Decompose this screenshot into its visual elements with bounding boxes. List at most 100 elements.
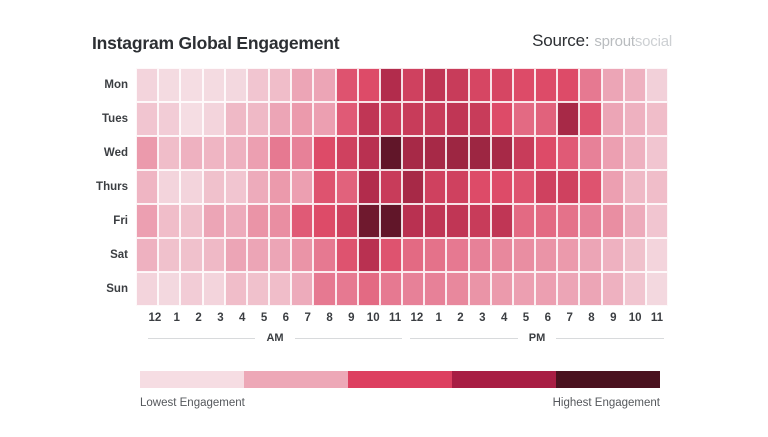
heatmap-cell[interactable] (379, 204, 403, 238)
heatmap-cell[interactable] (180, 170, 203, 204)
heatmap-cell[interactable] (180, 204, 203, 238)
heatmap-cell[interactable] (136, 68, 159, 102)
heatmap-cell[interactable] (202, 102, 225, 136)
heatmap-cell[interactable] (313, 204, 336, 238)
heatmap-cell[interactable] (357, 102, 380, 136)
heatmap-cell[interactable] (557, 136, 580, 170)
heatmap-cell[interactable] (313, 68, 336, 102)
heatmap-cell[interactable] (402, 204, 425, 238)
heatmap-cell[interactable] (535, 170, 558, 204)
heatmap-cell[interactable] (136, 204, 159, 238)
heatmap-cell[interactable] (379, 136, 403, 170)
heatmap-cell[interactable] (601, 68, 624, 102)
heatmap-cell[interactable] (202, 136, 225, 170)
heatmap-cell[interactable] (601, 204, 624, 238)
heatmap-cell[interactable] (446, 68, 469, 102)
heatmap-cell[interactable] (579, 170, 602, 204)
heatmap-cell[interactable] (579, 204, 602, 238)
heatmap-cell[interactable] (202, 272, 225, 306)
heatmap-cell[interactable] (557, 102, 580, 136)
heatmap-cell[interactable] (490, 102, 513, 136)
heatmap-cell[interactable] (490, 170, 513, 204)
heatmap-cell[interactable] (402, 170, 425, 204)
heatmap-cell[interactable] (224, 238, 247, 272)
heatmap-cell[interactable] (535, 204, 558, 238)
heatmap-cell[interactable] (335, 136, 358, 170)
heatmap-cell[interactable] (291, 68, 314, 102)
heatmap-cell[interactable] (246, 204, 270, 238)
heatmap-cell[interactable] (579, 68, 602, 102)
heatmap-cell[interactable] (601, 102, 624, 136)
heatmap-cell[interactable] (335, 102, 358, 136)
heatmap-cell[interactable] (623, 272, 646, 306)
heatmap-cell[interactable] (512, 170, 536, 204)
heatmap-cell[interactable] (446, 136, 469, 170)
heatmap-cell[interactable] (180, 102, 203, 136)
heatmap-cell[interactable] (512, 272, 536, 306)
heatmap-cell[interactable] (357, 204, 380, 238)
heatmap-cell[interactable] (468, 238, 491, 272)
heatmap-cell[interactable] (402, 102, 425, 136)
heatmap-cell[interactable] (158, 238, 181, 272)
heatmap-cell[interactable] (269, 68, 292, 102)
heatmap-cell[interactable] (224, 102, 247, 136)
heatmap-cell[interactable] (402, 136, 425, 170)
heatmap-cell[interactable] (645, 204, 669, 238)
heatmap-cell[interactable] (269, 272, 292, 306)
heatmap-cell[interactable] (535, 136, 558, 170)
heatmap-cell[interactable] (557, 204, 580, 238)
heatmap-cell[interactable] (512, 204, 536, 238)
heatmap-cell[interactable] (557, 68, 580, 102)
heatmap-cell[interactable] (424, 204, 447, 238)
heatmap-cell[interactable] (535, 102, 558, 136)
heatmap-cell[interactable] (180, 136, 203, 170)
heatmap-cell[interactable] (158, 204, 181, 238)
heatmap-cell[interactable] (468, 170, 491, 204)
heatmap-cell[interactable] (402, 238, 425, 272)
heatmap-cell[interactable] (357, 272, 380, 306)
heatmap-cell[interactable] (357, 136, 380, 170)
heatmap-cell[interactable] (291, 136, 314, 170)
heatmap-cell[interactable] (136, 272, 159, 306)
heatmap-cell[interactable] (490, 68, 513, 102)
heatmap-cell[interactable] (269, 170, 292, 204)
heatmap-cell[interactable] (512, 238, 536, 272)
heatmap-cell[interactable] (601, 170, 624, 204)
heatmap-cell[interactable] (379, 238, 403, 272)
heatmap-cell[interactable] (313, 102, 336, 136)
heatmap-cell[interactable] (579, 136, 602, 170)
heatmap-cell[interactable] (468, 68, 491, 102)
heatmap-cell[interactable] (335, 238, 358, 272)
heatmap-cell[interactable] (424, 102, 447, 136)
heatmap-cell[interactable] (180, 238, 203, 272)
heatmap-cell[interactable] (446, 204, 469, 238)
heatmap-cell[interactable] (335, 68, 358, 102)
heatmap-cell[interactable] (291, 102, 314, 136)
heatmap-cell[interactable] (224, 68, 247, 102)
heatmap-cell[interactable] (645, 238, 669, 272)
heatmap-cell[interactable] (158, 68, 181, 102)
heatmap-cell[interactable] (335, 204, 358, 238)
heatmap-cell[interactable] (136, 238, 159, 272)
heatmap-cell[interactable] (335, 170, 358, 204)
heatmap-cell[interactable] (246, 136, 270, 170)
heatmap-cell[interactable] (424, 272, 447, 306)
heatmap-cell[interactable] (623, 170, 646, 204)
heatmap-cell[interactable] (601, 136, 624, 170)
heatmap-cell[interactable] (512, 102, 536, 136)
heatmap-cell[interactable] (180, 68, 203, 102)
heatmap-cell[interactable] (490, 136, 513, 170)
heatmap-cell[interactable] (158, 102, 181, 136)
heatmap-cell[interactable] (202, 170, 225, 204)
heatmap-cell[interactable] (623, 204, 646, 238)
heatmap-cell[interactable] (535, 68, 558, 102)
heatmap-cell[interactable] (446, 238, 469, 272)
heatmap-cell[interactable] (335, 272, 358, 306)
heatmap-cell[interactable] (579, 102, 602, 136)
heatmap-cell[interactable] (645, 102, 669, 136)
heatmap-cell[interactable] (623, 238, 646, 272)
heatmap-cell[interactable] (224, 136, 247, 170)
heatmap-cell[interactable] (246, 238, 270, 272)
heatmap-cell[interactable] (136, 136, 159, 170)
heatmap-cell[interactable] (246, 68, 270, 102)
